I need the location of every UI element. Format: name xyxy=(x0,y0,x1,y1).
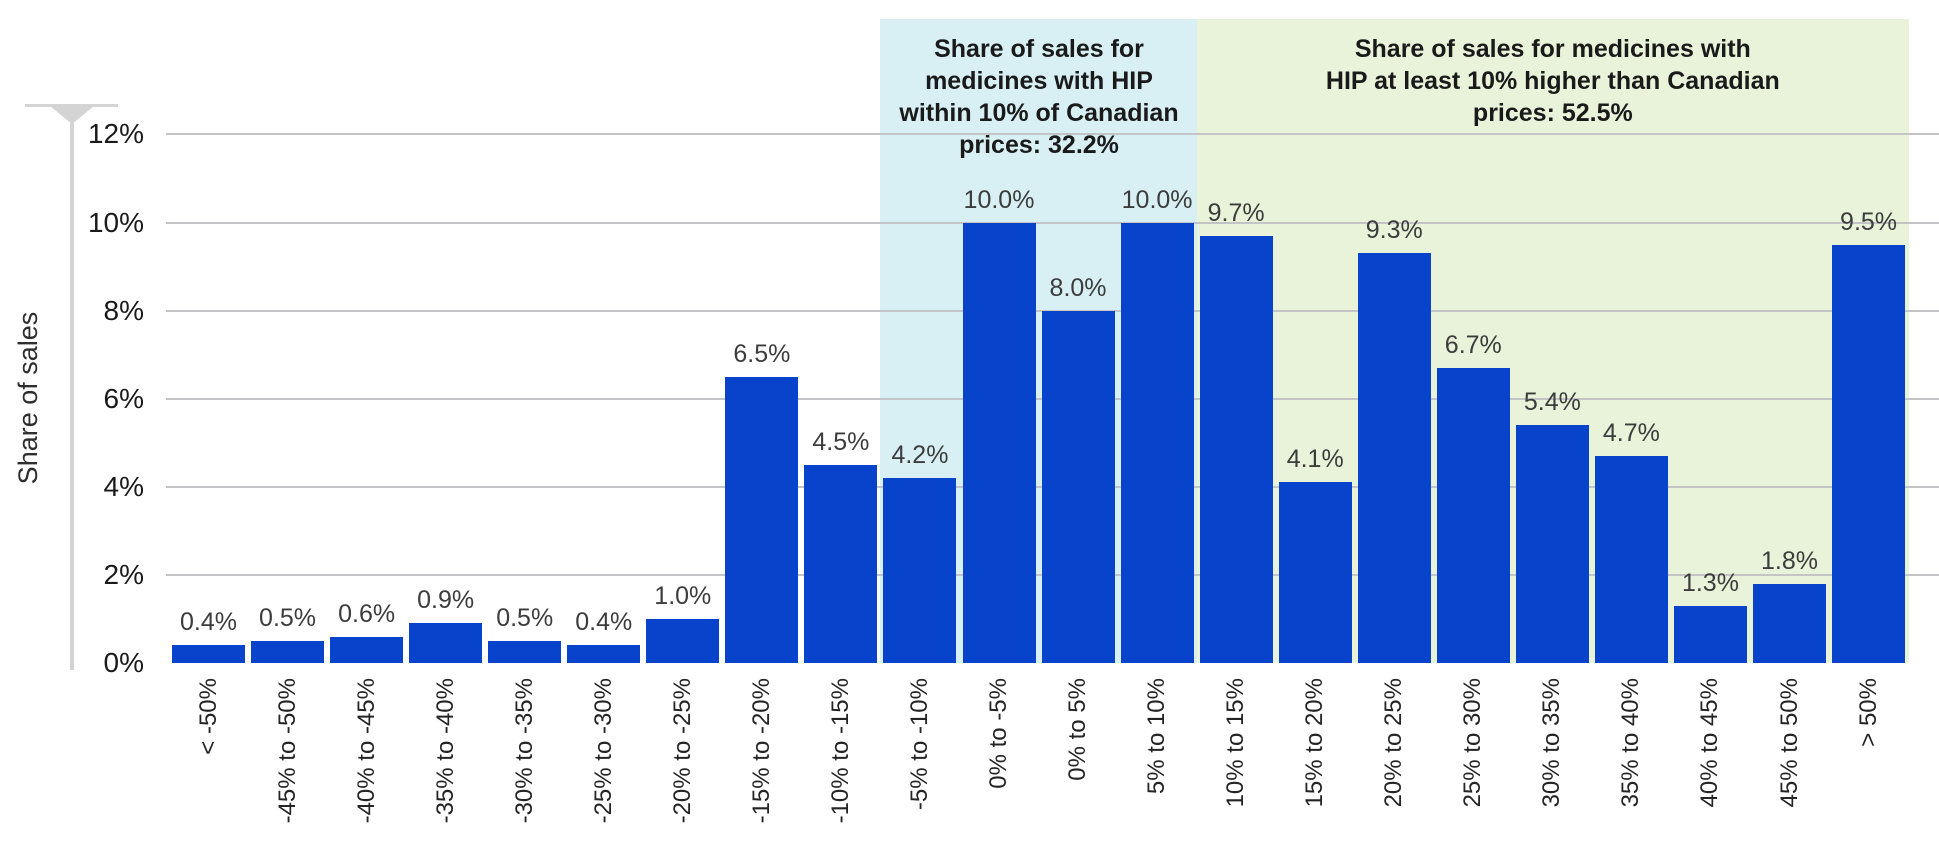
bar-value-label: 4.7% xyxy=(1602,418,1660,447)
bar-value-label: 9.7% xyxy=(1207,198,1265,227)
x-tick-label: 5% to 10% xyxy=(1143,678,1171,795)
x-tick-label: -15% to -20% xyxy=(747,678,775,824)
bar-value-label: 6.7% xyxy=(1444,330,1502,359)
bar xyxy=(1436,367,1510,663)
x-tick-label: 35% to 40% xyxy=(1617,678,1645,808)
bar-value-label: 4.2% xyxy=(891,440,949,469)
y-tick-label: 0% xyxy=(103,647,144,678)
bar xyxy=(804,464,878,663)
bar xyxy=(725,376,799,663)
bar-value-label: 0.6% xyxy=(338,599,396,628)
bar-value-label: 4.5% xyxy=(812,427,870,456)
y-axis-top-cap xyxy=(25,104,118,107)
bar xyxy=(962,222,1036,663)
bar-value-label: 1.3% xyxy=(1681,568,1739,597)
bar xyxy=(646,618,720,663)
bar xyxy=(330,636,404,663)
bar-value-label: 10.0% xyxy=(963,185,1035,214)
annotation-line: prices: 32.2% xyxy=(959,131,1119,159)
bar xyxy=(1199,235,1273,663)
bar-value-label: 4.1% xyxy=(1286,445,1344,474)
x-tick-label: 30% to 35% xyxy=(1538,678,1566,808)
y-tick-label: 6% xyxy=(103,382,144,414)
x-tick-label: 15% to 20% xyxy=(1301,678,1329,808)
bar-value-label: 0.4% xyxy=(180,608,237,637)
y-tick-label: 10% xyxy=(87,206,144,238)
y-tick-label: 4% xyxy=(103,470,144,502)
gridline-10% xyxy=(166,221,1939,224)
bar xyxy=(1120,222,1194,663)
x-tick-label: 0% to -5% xyxy=(985,678,1012,789)
x-tick-label: 25% to 30% xyxy=(1459,678,1487,808)
annotation-line: Share of sales for medicines with xyxy=(1354,35,1751,63)
bar-value-label: 1.0% xyxy=(654,581,712,610)
y-axis-line xyxy=(70,104,74,670)
x-tick-label: < -50% xyxy=(194,678,222,755)
bar-value-label: 8.0% xyxy=(1049,273,1107,302)
bar-value-label: 9.5% xyxy=(1840,207,1898,236)
x-tick-label: -30% to -35% xyxy=(510,678,538,824)
x-tick-label: 0% to 5% xyxy=(1064,678,1092,781)
x-tick-label: -20% to -25% xyxy=(668,678,696,824)
annotation-line: HIP at least 10% higher than Canadian xyxy=(1325,67,1780,95)
bar xyxy=(567,645,641,663)
annotation-text-within-10: Share of sales for medicines with HIP with… xyxy=(880,19,1197,161)
x-tick-label: 40% to 45% xyxy=(1696,678,1724,808)
gridline-12% xyxy=(166,133,1939,136)
bar xyxy=(1753,583,1826,663)
x-tick-label: -35% to -40% xyxy=(431,678,459,824)
bar-value-label: 0.5% xyxy=(496,603,554,632)
annotation-line: medicines with HIP xyxy=(925,67,1153,95)
x-tick-label: > 50% xyxy=(1854,678,1882,747)
bar-value-label: 0.9% xyxy=(417,586,475,615)
x-tick-label: -10% to -15% xyxy=(826,678,854,824)
bar xyxy=(409,623,483,663)
bar xyxy=(1357,253,1431,663)
bar xyxy=(1515,425,1589,663)
bar-value-label: 5.4% xyxy=(1523,388,1581,417)
bar xyxy=(1594,455,1668,663)
x-tick-label: 45% to 50% xyxy=(1775,678,1803,808)
x-tick-label: -5% to -10% xyxy=(905,678,933,811)
annotation-line: prices: 52.5% xyxy=(1472,99,1633,127)
bar-value-label: 0.5% xyxy=(259,603,317,632)
bar xyxy=(172,645,245,663)
y-tick-label: 12% xyxy=(87,118,144,150)
bar xyxy=(1041,310,1115,663)
annotation-line: Share of sales for xyxy=(934,35,1144,63)
y-axis-title: Share of sales xyxy=(13,311,43,485)
x-tick-label: -45% to -50% xyxy=(273,678,301,824)
x-tick-label: -40% to -45% xyxy=(352,678,380,824)
x-tick-label: 20% to 25% xyxy=(1380,678,1408,808)
bar-value-label: 6.5% xyxy=(733,339,791,368)
bar-value-label: 10.0% xyxy=(1121,185,1193,214)
x-tick-label: 10% to 15% xyxy=(1222,678,1250,808)
bar-value-label: 9.3% xyxy=(1365,216,1423,245)
bar xyxy=(1832,244,1906,663)
bar xyxy=(488,640,562,663)
x-tick-label: -25% to -30% xyxy=(589,678,617,824)
annotation-text-at-least-10-higher: Share of sales for medicines with HIP at … xyxy=(1197,19,1909,129)
bar xyxy=(1278,482,1352,663)
bar xyxy=(883,477,957,663)
y-tick-label: 2% xyxy=(103,558,144,590)
bar xyxy=(1673,605,1747,663)
annotation-line: within 10% of Canadian xyxy=(899,99,1179,127)
bar-value-label: 0.4% xyxy=(575,608,633,637)
y-tick-label: 8% xyxy=(103,294,144,326)
bar xyxy=(251,640,325,663)
bar-value-label: 1.8% xyxy=(1761,546,1818,575)
